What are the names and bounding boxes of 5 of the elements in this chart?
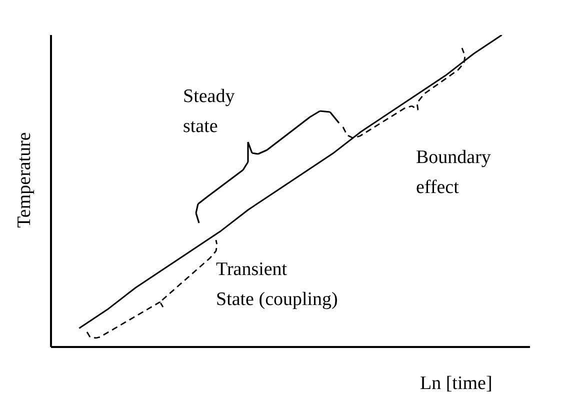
annotation: Boundary effect [416, 147, 492, 198]
x-axis-title: Ln [time] [420, 373, 492, 394]
annotation: Steady state [183, 86, 236, 137]
y-axis-title: Temperature [14, 132, 35, 228]
annotation: Transient State (coupling) [216, 259, 338, 310]
